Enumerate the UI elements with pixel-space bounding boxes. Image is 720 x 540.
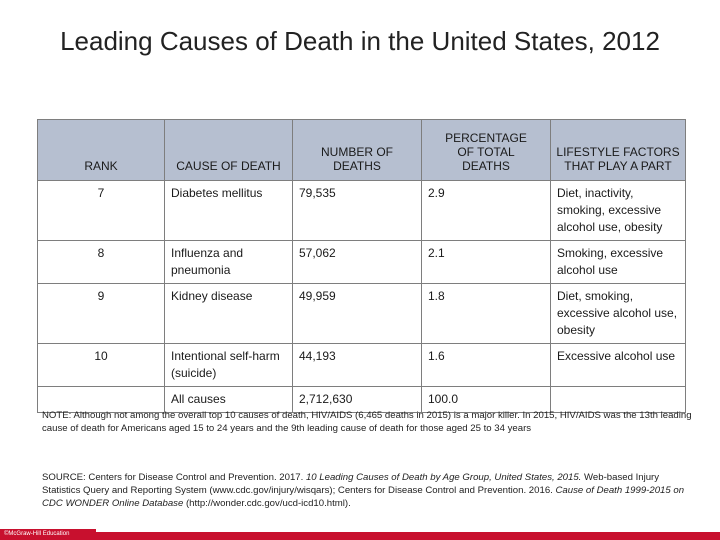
header-number: NUMBER OF DEATHS: [292, 119, 422, 181]
rank-cell: 8: [37, 240, 165, 284]
rank-cell: [37, 386, 165, 413]
header-cause: CAUSE OF DEATH: [164, 119, 293, 181]
cause-cell: Intentional self-harm (suicide): [164, 343, 293, 387]
cause-cell: All causes: [164, 386, 293, 413]
note-label: NOTE:: [42, 410, 72, 421]
table-header-row: RANK CAUSE OF DEATH NUMBER OF DEATHS PER…: [37, 119, 686, 181]
factors-cell: Smoking, excessive alcohol use: [550, 240, 686, 284]
source-title-1: 10 Leading Causes of Death by Age Group,…: [305, 472, 582, 483]
header-lifestyle: LIFESTYLE FACTORS THAT PLAY A PART: [550, 119, 686, 181]
header-rank: RANK: [37, 119, 165, 181]
factors-cell: Diet, smoking, excessive alcohol use, ob…: [550, 283, 686, 344]
factors-cell: Diet, inactivity, smoking, excessive alc…: [550, 180, 686, 241]
cause-cell: Influenza and pneumonia: [164, 240, 293, 284]
rank-cell: 7: [37, 180, 165, 241]
note-text: Although not among the overall top 10 ca…: [42, 410, 692, 434]
source-text-1: Centers for Disease Control and Preventi…: [85, 472, 306, 483]
copyright-label: ©McGraw-Hill Education: [0, 529, 96, 540]
percent-cell: 2.1: [421, 240, 551, 284]
rank-cell: 10: [37, 343, 165, 387]
slide-title: Leading Causes of Death in the United St…: [60, 26, 660, 56]
table-row: 7 Diabetes mellitus 79,535 2.9 Diet, ina…: [37, 180, 686, 241]
deaths-cell: 2,712,630: [292, 386, 422, 413]
deaths-cell: 49,959: [292, 283, 422, 344]
causes-of-death-table: RANK CAUSE OF DEATH NUMBER OF DEATHS PER…: [37, 119, 686, 413]
percent-cell: 1.8: [421, 283, 551, 344]
table-row-total: All causes 2,712,630 100.0: [37, 386, 686, 413]
source-text-2: Web-based Injury Statistics Query and Re…: [42, 472, 660, 496]
factors-cell: [550, 386, 686, 413]
deaths-cell: 79,535: [292, 180, 422, 241]
factors-cell: Excessive alcohol use: [550, 343, 686, 387]
percent-cell: 100.0: [421, 386, 551, 413]
header-percentage: PERCENTAGE OF TOTAL DEATHS: [421, 119, 551, 181]
deaths-cell: 44,193: [292, 343, 422, 387]
footer-bar: [0, 532, 720, 540]
table-source: SOURCE: Centers for Disease Control and …: [42, 471, 692, 510]
table-row: 8 Influenza and pneumonia 57,062 2.1 Smo…: [37, 240, 686, 284]
cause-cell: Diabetes mellitus: [164, 180, 293, 241]
source-title-2: Cause of Death 1999-2015 on CDC WONDER O…: [42, 485, 685, 509]
percent-cell: 1.6: [421, 343, 551, 387]
deaths-cell: 57,062: [292, 240, 422, 284]
table-row: 9 Kidney disease 49,959 1.8 Diet, smokin…: [37, 283, 686, 344]
cause-cell: Kidney disease: [164, 283, 293, 344]
percent-cell: 2.9: [421, 180, 551, 241]
table-note: NOTE: Although not among the overall top…: [42, 409, 692, 435]
source-label: SOURCE:: [42, 472, 86, 483]
table-row: 10 Intentional self-harm (suicide) 44,19…: [37, 343, 686, 387]
rank-cell: 9: [37, 283, 165, 344]
source-text-3: (http://wonder.cdc.gov/ucd-icd10.html).: [183, 498, 351, 509]
